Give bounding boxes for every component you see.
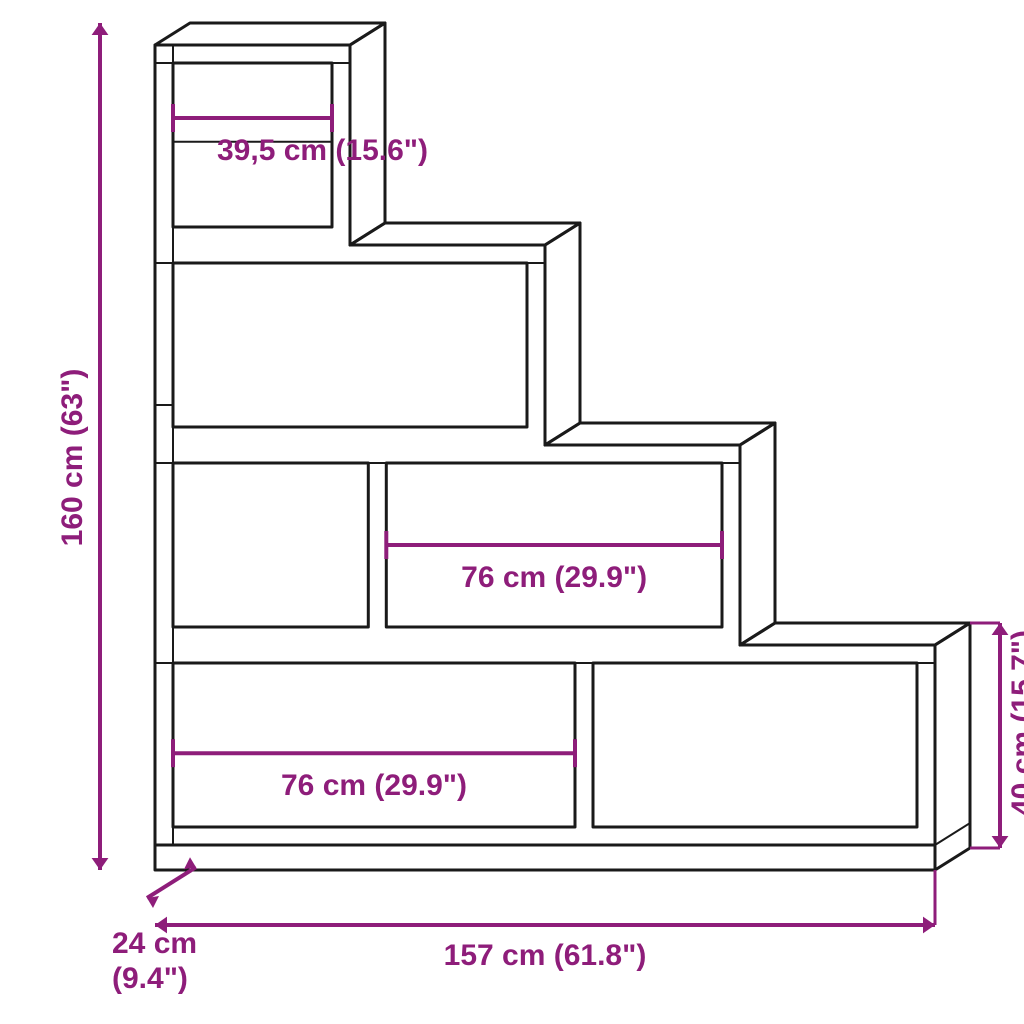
svg-text:157 cm (61.8"): 157 cm (61.8") (444, 939, 647, 972)
svg-text:24 cm: 24 cm (112, 927, 197, 960)
svg-text:160 cm (63"): 160 cm (63") (56, 369, 89, 547)
svg-text:(9.4"): (9.4") (112, 962, 188, 995)
svg-text:39,5 cm (15.6"): 39,5 cm (15.6") (217, 134, 428, 167)
svg-text:40 cm (15.7"): 40 cm (15.7") (1006, 630, 1024, 816)
svg-text:76 cm (29.9"): 76 cm (29.9") (281, 769, 467, 802)
svg-text:76 cm (29.9"): 76 cm (29.9") (461, 561, 647, 594)
